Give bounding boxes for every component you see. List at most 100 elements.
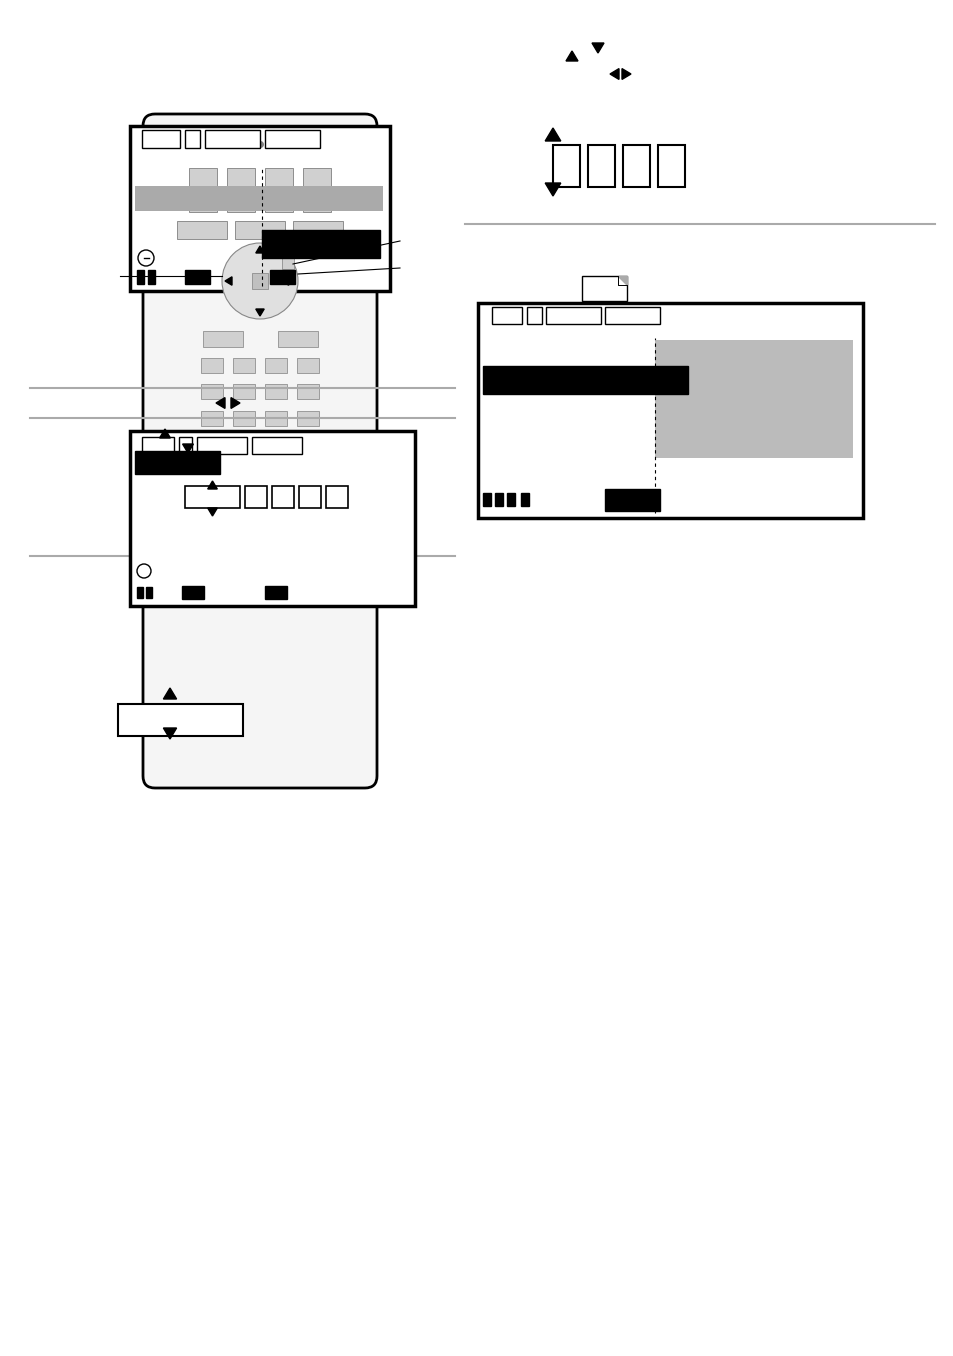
Bar	[233, 411, 254, 426]
Bar	[247, 517, 273, 532]
Bar	[262, 231, 379, 258]
Bar	[146, 587, 152, 598]
Bar	[482, 366, 687, 395]
Bar	[135, 452, 220, 475]
Bar	[233, 481, 254, 496]
Bar	[177, 221, 227, 239]
Bar	[265, 358, 287, 373]
Bar	[201, 481, 223, 496]
Bar	[506, 494, 515, 506]
Bar	[216, 464, 239, 479]
Bar	[245, 485, 267, 508]
Bar	[281, 464, 303, 479]
Bar	[265, 586, 287, 599]
Bar	[482, 494, 491, 506]
Bar	[326, 485, 348, 508]
Bar	[265, 411, 287, 426]
Bar	[658, 145, 684, 187]
Bar	[196, 437, 247, 454]
Bar	[296, 358, 318, 373]
Polygon shape	[163, 728, 176, 739]
Bar	[553, 145, 579, 187]
Bar	[142, 130, 180, 148]
Bar	[298, 485, 320, 508]
Bar	[137, 270, 144, 283]
Bar	[477, 302, 862, 518]
Polygon shape	[225, 277, 232, 285]
Bar	[227, 168, 254, 186]
Bar	[270, 270, 294, 283]
Polygon shape	[592, 43, 603, 53]
Bar	[655, 340, 852, 458]
Bar	[189, 194, 216, 212]
Bar	[492, 306, 521, 324]
Bar	[227, 194, 254, 212]
Bar	[201, 411, 223, 426]
Bar	[201, 384, 223, 399]
Bar	[252, 273, 268, 289]
Bar	[233, 438, 254, 453]
Bar	[211, 517, 236, 532]
Bar	[233, 384, 254, 399]
Polygon shape	[609, 69, 618, 80]
Bar	[202, 331, 242, 347]
Bar	[265, 194, 293, 212]
Bar	[118, 704, 243, 736]
Bar	[495, 494, 502, 506]
Circle shape	[222, 243, 297, 319]
Polygon shape	[208, 508, 217, 517]
Bar	[265, 438, 287, 453]
Polygon shape	[565, 52, 578, 61]
Bar	[233, 358, 254, 373]
Bar	[283, 517, 309, 532]
Bar	[185, 270, 210, 283]
Bar	[296, 438, 318, 453]
Polygon shape	[618, 277, 626, 285]
Bar	[130, 126, 390, 292]
Bar	[135, 186, 382, 212]
Bar	[265, 481, 287, 496]
Bar	[234, 498, 285, 513]
Bar	[182, 586, 204, 599]
FancyBboxPatch shape	[143, 114, 376, 788]
Polygon shape	[231, 397, 240, 408]
Bar	[265, 130, 319, 148]
Bar	[148, 270, 154, 283]
Bar	[201, 438, 223, 453]
Bar	[545, 306, 600, 324]
Bar	[277, 331, 317, 347]
Bar	[130, 431, 415, 606]
Polygon shape	[255, 245, 264, 254]
Bar	[526, 306, 541, 324]
Polygon shape	[621, 69, 630, 80]
Polygon shape	[255, 309, 264, 316]
Bar	[265, 168, 293, 186]
Bar	[185, 485, 240, 508]
Bar	[296, 481, 318, 496]
Polygon shape	[163, 687, 176, 698]
Bar	[604, 490, 659, 511]
Bar	[205, 130, 260, 148]
Bar	[189, 168, 216, 186]
Bar	[581, 277, 626, 301]
Bar	[604, 306, 659, 324]
Polygon shape	[544, 183, 560, 197]
Polygon shape	[544, 127, 560, 141]
Bar	[303, 168, 331, 186]
Bar	[137, 587, 143, 598]
Polygon shape	[288, 277, 294, 285]
Polygon shape	[159, 428, 171, 438]
Bar	[252, 437, 302, 454]
Bar	[293, 221, 343, 239]
Bar	[142, 437, 173, 454]
Bar	[185, 130, 200, 148]
Bar	[265, 384, 287, 399]
Polygon shape	[208, 481, 217, 490]
Bar	[179, 437, 192, 454]
Bar	[296, 411, 318, 426]
Bar	[272, 485, 294, 508]
Bar	[296, 384, 318, 399]
Polygon shape	[182, 443, 193, 453]
Bar	[234, 221, 285, 239]
Bar	[303, 194, 331, 212]
